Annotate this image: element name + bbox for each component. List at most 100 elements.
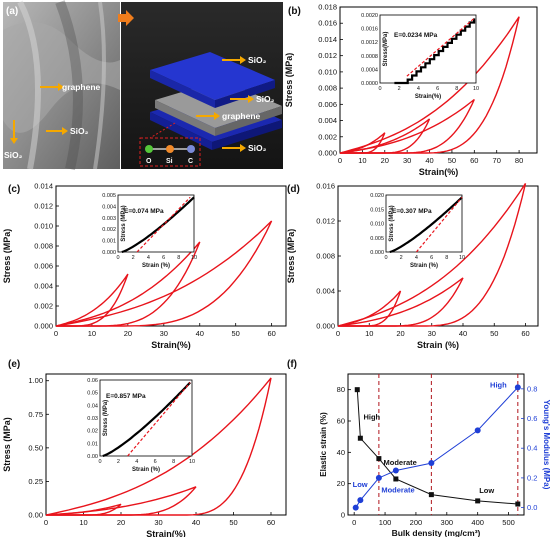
atom-c-label: C xyxy=(188,158,193,165)
inset-y-tick-label: 0.0012 xyxy=(361,40,378,46)
inset-modulus-annotation: E=0.0234 MPa xyxy=(394,32,438,39)
inset-y-axis-label: Stress (MPa) xyxy=(389,205,395,241)
x-tick-label: 0 xyxy=(352,518,356,527)
hysteresis-loop xyxy=(337,183,527,327)
x-tick-label: 40 xyxy=(459,329,467,338)
inset-x-tick-label: 2 xyxy=(117,459,120,465)
x-tick-label: 10 xyxy=(88,329,96,338)
y-tick-label: 0.000 xyxy=(316,322,335,331)
x-tick-label: 30 xyxy=(428,329,436,338)
inset-y-tick-label: 0.004 xyxy=(102,204,116,210)
sem-arrow-sio2-right xyxy=(46,127,68,135)
y-tick-label: 0.016 xyxy=(316,182,335,191)
y-tick-label: 0.002 xyxy=(318,132,337,141)
panel-c-label: (c) xyxy=(8,184,20,195)
y-tick-label: 0.008 xyxy=(318,84,337,93)
inset-x-tick-label: 6 xyxy=(430,255,433,261)
x-axis-label: Strain(%) xyxy=(146,529,186,537)
data-point-circle xyxy=(428,460,435,467)
inset-y-tick-label: 0.05 xyxy=(87,391,98,397)
atom-c-icon xyxy=(187,145,195,153)
atom-si-icon xyxy=(166,145,174,153)
x-tick-label: 10 xyxy=(79,518,87,527)
data-point-square xyxy=(428,492,434,498)
region-annotation: Low xyxy=(479,486,494,495)
inset-y-tick-label: 0.0020 xyxy=(361,13,378,19)
x-tick-label: 20 xyxy=(117,518,125,527)
inset-x-axis-label: Strain (%) xyxy=(142,263,170,269)
atom-legend-box xyxy=(139,137,201,167)
y-tick-label: 0.00 xyxy=(28,511,43,520)
inset-frame xyxy=(117,194,195,253)
inset-x-tick-label: 10 xyxy=(191,255,197,261)
atom-si-label: Si xyxy=(166,158,173,165)
inset-data-curve xyxy=(394,18,476,85)
chart-f: (f) 0 100 200 300 400 500 0 20 40 60 80 0.0 0.2 0.4 0.6… xyxy=(287,359,550,537)
inset-y-tick-label: 0.005 xyxy=(370,236,384,242)
region-annotation: High xyxy=(490,380,507,389)
region-annotation: Low xyxy=(353,480,368,489)
inset-x-tick-label: 0 xyxy=(116,255,119,261)
data-point-circle xyxy=(352,504,359,511)
y-left-tick-label: 0 xyxy=(341,511,345,520)
x-tick-label: 30 xyxy=(403,156,411,165)
inset-x-tick-label: 10 xyxy=(473,86,479,92)
data-point-circle xyxy=(392,467,399,474)
x-tick-label: 20 xyxy=(381,156,389,165)
data-point-circle xyxy=(357,497,364,504)
y-right-tick-label: 0.8 xyxy=(527,384,537,393)
inset-y-tick-label: 0.002 xyxy=(102,227,116,233)
inset-y-tick-label: 0.005 xyxy=(102,193,116,199)
hysteresis-loop xyxy=(55,220,273,327)
x-tick-label: 80 xyxy=(515,156,523,165)
y-tick-label: 1.00 xyxy=(28,376,43,385)
inset-y-tick-label: 0.00 xyxy=(87,454,98,460)
data-point-circle xyxy=(514,384,521,391)
inset-y-tick-label: 0.06 xyxy=(87,378,98,384)
inset-y-tick-label: 0.010 xyxy=(370,222,384,228)
y-tick-label: 0.018 xyxy=(318,3,337,12)
y-tick-label: 0.008 xyxy=(34,242,53,251)
inset-modulus-annotation: E=0.307 MPa xyxy=(392,208,432,215)
inset-data-curve xyxy=(389,196,463,254)
chart-d: (d)0 10 20 30 40 50 600.0000.0040.0080.0120.01… xyxy=(286,182,539,350)
region-annotation: Moderate xyxy=(381,486,414,495)
y-tick-label: 0.25 xyxy=(28,477,43,486)
sem-arrow-graphene xyxy=(40,83,64,91)
sem-label-sio2-left: SiO₂ xyxy=(4,150,23,160)
x-tick-label: 0 xyxy=(336,329,340,338)
y-tick-label: 0.014 xyxy=(34,182,53,191)
inset-y-tick-label: 0.0008 xyxy=(361,54,378,60)
inset-x-tick-label: 4 xyxy=(417,86,420,92)
data-point-square xyxy=(515,501,521,507)
y-tick-label: 0.006 xyxy=(34,262,53,271)
y-right-axis-label: Young's Modulus (MPa) xyxy=(542,400,550,490)
y-right-tick-label: 0.6 xyxy=(527,414,537,423)
inset-x-axis-label: Strain (%) xyxy=(132,467,160,473)
x-axis-label: Strain(%) xyxy=(151,340,191,350)
x-tick-label: 400 xyxy=(471,518,484,527)
y-tick-label: 0.008 xyxy=(316,252,335,261)
x-axis-label: Strain(%) xyxy=(419,167,459,177)
inset-y-axis-label: Stress (MPa) xyxy=(103,400,109,436)
inset-y-axis-label: Stress(MPa) xyxy=(383,32,389,67)
inset-x-tick-label: 8 xyxy=(445,255,448,261)
x-tick-label: 500 xyxy=(502,518,515,527)
x-tick-label: 50 xyxy=(229,518,237,527)
y-tick-label: 0.012 xyxy=(34,202,53,211)
model-label-graphene: graphene xyxy=(222,111,261,121)
inset-x-tick-label: 2 xyxy=(398,86,401,92)
inset-x-tick-label: 4 xyxy=(147,255,150,261)
y-tick-label: 0.000 xyxy=(34,322,53,331)
plot-frame xyxy=(347,373,525,516)
x-tick-label: 60 xyxy=(470,156,478,165)
panel-e-label: (e) xyxy=(8,359,20,370)
y-tick-label: 0.002 xyxy=(34,302,53,311)
chart-e: (e)0 10 20 30 40 50 600.000.250.500.751.00Stra… xyxy=(2,359,287,537)
inset-y-tick-label: 0.001 xyxy=(102,239,116,245)
hysteresis-loop xyxy=(45,377,272,516)
x-tick-label: 0 xyxy=(54,329,58,338)
sem-arrow-sio2-left xyxy=(10,120,18,144)
inset-x-tick-label: 8 xyxy=(172,459,175,465)
panel-a: (a) graphene SiO₂ SiO₂ xyxy=(3,0,283,171)
